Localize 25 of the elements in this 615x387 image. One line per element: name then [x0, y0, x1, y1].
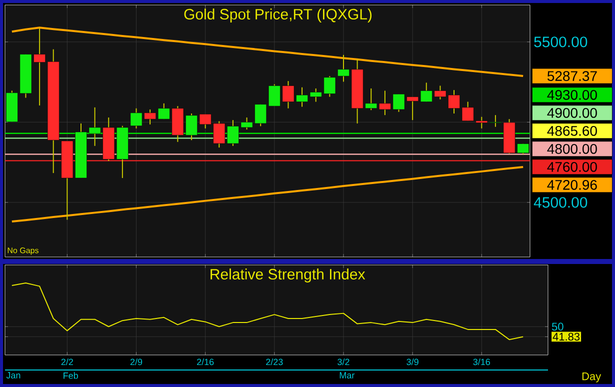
text: Jan [6, 372, 20, 378]
text: 4865.60 [547, 126, 597, 136]
x-tick-label: 2/23 [266, 358, 283, 366]
x-tick-label: 2/9 [130, 358, 142, 366]
ref-line-label: 4800.00 [547, 144, 597, 154]
x-tick-label: 3/9 [406, 358, 418, 366]
text: Mar [340, 372, 355, 378]
y-tick-label: 50 [552, 322, 564, 331]
x-tick-label: 3/16 [473, 358, 490, 366]
text: Feb [64, 372, 78, 379]
chart-title: Gold Spot Price,RT (IQXGL) [184, 8, 372, 22]
x-tick-label: 2/2 [61, 358, 73, 366]
ref-line-label: 4900.00 [547, 108, 597, 118]
ref-line-label: 4930.00 [547, 90, 597, 100]
data-label: 5287.37 [547, 71, 597, 81]
chart-title: Relative Strength Index [210, 268, 366, 282]
data-label: 4720.96 [547, 180, 597, 190]
y-tick-label: 41.83 [552, 332, 580, 341]
x-axis-title: Day [582, 372, 602, 382]
ref-line-label: 4760.00 [547, 162, 597, 172]
y-tick-label: 5500.00 [534, 36, 588, 48]
x-tick-label: 3/2 [338, 358, 350, 366]
annotation: No Gaps [8, 248, 38, 255]
x-tick-label: 2/16 [197, 358, 214, 366]
y-tick-label: 4500.00 [534, 197, 588, 208]
